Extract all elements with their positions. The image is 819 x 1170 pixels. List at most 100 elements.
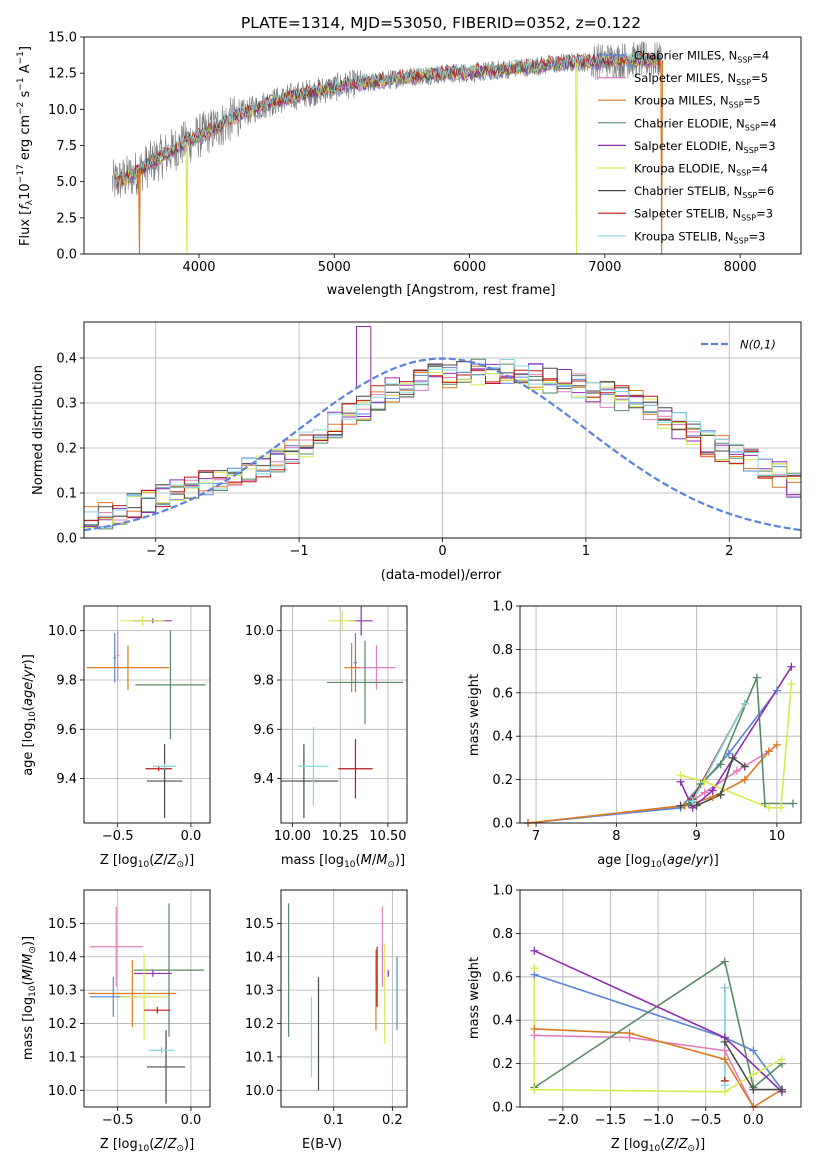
weight-vs-z-panel: −2.0 −1.5 −1.0 −0.5 0.0 0.0 0.2 0.4 0.6 0.8 1.0 (492, 884, 802, 1128)
y-tick-label: 12.5 (48, 67, 77, 82)
axes-frame (83, 889, 211, 1108)
age-vs-z-ylabel: age [log10(age/yr)] (21, 654, 38, 776)
y-tick-label: 10.1 (48, 1050, 77, 1065)
x-tick-label: 0.0 (181, 1113, 202, 1128)
x-tick-label: −1 (290, 544, 309, 559)
y-tick-label: 0.4 (56, 352, 77, 367)
series-marker (777, 1085, 786, 1094)
axes-frame (83, 36, 802, 255)
series-marker (696, 779, 705, 788)
legend-label: N(0,1) (740, 338, 776, 352)
figure-title: PLATE=1314, MJD=53050, FIBERID=0352, z=0… (241, 14, 641, 32)
x-tick-label: −0.5 (102, 829, 134, 844)
legend-label: Chabrier STELIB, NSSP=6 (634, 184, 774, 200)
gaussian-curve (84, 357, 801, 532)
y-tick-label: 9.8 (253, 673, 274, 688)
series-marker (530, 1024, 539, 1033)
series-marker (688, 797, 697, 806)
series-marker (530, 964, 539, 973)
spectrum-ylabel: Flux [fλ10−17 erg cm−2 s−1 A−1] (16, 46, 35, 246)
series-marker (772, 740, 781, 749)
axes-frame (83, 321, 802, 539)
x-tick-label: 10.25 (322, 829, 359, 844)
histogram-series (84, 361, 801, 526)
y-tick-label: 10.4 (245, 950, 274, 965)
residuals-xlabel: (data-model)/error (381, 568, 502, 583)
x-tick-label: 0.0 (743, 1113, 764, 1128)
x-tick-label: −2 (146, 544, 165, 559)
plot-area (288, 903, 398, 1091)
series-line (691, 703, 746, 802)
x-tick-label: 10.50 (369, 829, 406, 844)
y-tick-label: 0.8 (492, 643, 513, 658)
weight-vs-age-panel: 7 8 9 10 0.0 0.2 0.4 0.6 0.8 1.0 (492, 600, 802, 844)
histogram-series (84, 359, 801, 517)
y-tick-label: 0.2 (492, 1057, 513, 1072)
series-marker (728, 753, 737, 762)
y-tick-label: 10.0 (245, 624, 274, 639)
series-line (533, 960, 783, 1089)
series-marker (788, 799, 797, 808)
spectrum-model-dip (185, 141, 189, 254)
histogram-series (84, 369, 801, 522)
legend-label: Chabrier ELODIE, NSSP=4 (634, 116, 777, 132)
x-tick-label: 7000 (588, 260, 621, 275)
y-tick-label: 9.8 (56, 673, 77, 688)
series-marker (776, 803, 785, 812)
y-tick-label: 9.6 (253, 723, 274, 738)
series-marker (787, 662, 796, 671)
spectrum-model-line (114, 50, 661, 185)
spectrum-model-dip (575, 62, 578, 254)
mass-vs-z-ylabel: mass [log10(M/M⊙)] (21, 936, 38, 1060)
y-tick-label: 5.0 (56, 175, 77, 190)
series-marker (740, 762, 749, 771)
series-marker (676, 771, 685, 780)
series-line (679, 666, 793, 810)
y-tick-label: 10.2 (48, 1017, 77, 1032)
y-tick-label: 9.4 (253, 772, 274, 787)
y-tick-label: 0.0 (56, 532, 77, 547)
series-marker (708, 786, 717, 795)
series-marker (740, 699, 749, 708)
legend-label: Kroupa ELODIE, NSSP=4 (634, 162, 768, 178)
x-tick-label: 10 (769, 829, 786, 844)
x-tick-label: 9 (692, 829, 700, 844)
series-marker (752, 673, 761, 682)
series-marker (530, 946, 539, 955)
mass-vs-ebv-xlabel: E(B-V) (302, 1137, 342, 1152)
series-marker (720, 983, 729, 992)
x-tick-label: 10.00 (274, 829, 311, 844)
y-tick-label: 0.0 (56, 248, 77, 263)
series-marker (720, 1055, 729, 1064)
x-tick-label: 0 (438, 544, 446, 559)
x-tick-label: 0.2 (382, 1113, 403, 1128)
plot-area (112, 41, 664, 254)
series-marker (732, 766, 741, 775)
plot-area (281, 606, 404, 819)
y-tick-label: 1.0 (492, 884, 513, 899)
y-tick-label: 0.6 (492, 686, 513, 701)
x-tick-label: 2 (725, 544, 733, 559)
plot-area (86, 615, 206, 819)
y-tick-label: 0.4 (492, 730, 513, 745)
y-tick-label: 0.0 (492, 1101, 513, 1116)
x-tick-label: −0.5 (102, 1113, 134, 1128)
spectrum-panel: 4000 5000 6000 7000 8000 0.0 2.5 5.0 7.5 10.0 12.5… (48, 31, 802, 275)
y-tick-label: 10.5 (245, 917, 274, 932)
series-marker (716, 790, 725, 799)
axes-frame (519, 605, 802, 824)
legend-label: Kroupa MILES, NSSP=5 (634, 94, 760, 110)
y-tick-label: 10.0 (48, 1084, 77, 1099)
y-tick-label: 2.5 (56, 211, 77, 226)
series-marker (716, 760, 725, 769)
legend-label: Kroupa STELIB, NSSP=3 (634, 229, 765, 245)
y-tick-label: 10.2 (245, 1017, 274, 1032)
series-marker (530, 1085, 539, 1094)
series-marker (720, 1037, 729, 1046)
legend-label: Chabrier MILES, NSSP=4 (634, 49, 769, 65)
y-tick-label: 9.6 (56, 723, 77, 738)
y-tick-label: 10.1 (245, 1050, 274, 1065)
residuals-ylabel: Normed distribution (31, 365, 46, 495)
series-marker (625, 1029, 634, 1038)
